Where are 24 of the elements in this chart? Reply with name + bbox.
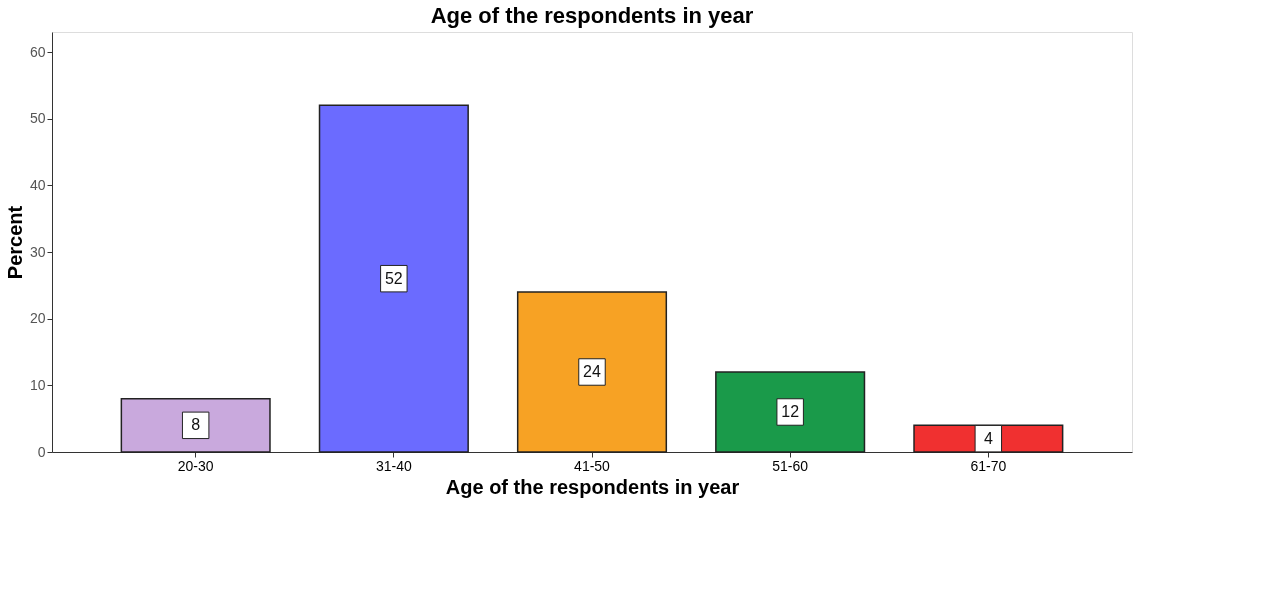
bar (715, 371, 866, 453)
x-tick-label: 51-60 (772, 457, 809, 474)
x-tick-label: 20-30 (177, 457, 214, 474)
y-tick-label: 20 (29, 310, 46, 327)
y-axis-title: Percent (3, 205, 26, 280)
y-tick-label: 30 (29, 243, 46, 260)
y-tick-label: 50 (29, 110, 46, 127)
x-tick-label: 61-70 (970, 457, 1007, 474)
chart-title: Age of the respondents in year (430, 3, 754, 28)
data-label: 52 (384, 269, 403, 287)
y-tick-label: 40 (29, 176, 46, 193)
data-label: 24 (583, 363, 601, 380)
x-tick-label: 31-40 (375, 457, 412, 474)
bar (516, 291, 668, 453)
x-axis-title: Age of the respondents in year (445, 475, 740, 498)
y-tick-label: 10 (29, 376, 46, 393)
bar (120, 397, 271, 453)
data-label: 4 (983, 429, 993, 447)
x-tick-label: 41-50 (574, 457, 611, 474)
data-label: 12 (781, 403, 800, 420)
y-tick-label: 60 (29, 43, 46, 60)
y-tick-label: 0 (37, 443, 46, 460)
data-label: 8 (191, 416, 201, 434)
bar (318, 104, 469, 453)
